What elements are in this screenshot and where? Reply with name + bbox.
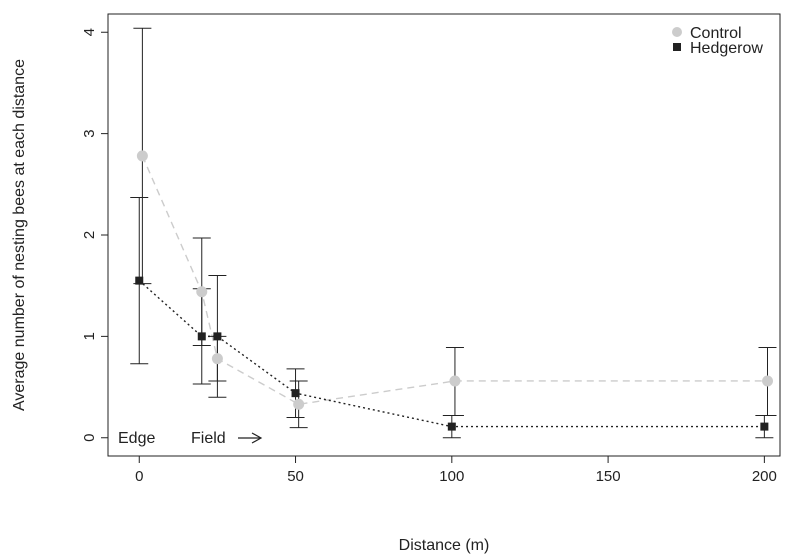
legend-label-control: Control bbox=[690, 25, 742, 42]
x-tick-label: 0 bbox=[135, 468, 143, 485]
y-axis-title: Average number of nesting bees at each d… bbox=[11, 59, 28, 411]
data-point-hedgerow bbox=[197, 332, 206, 341]
y-tick-label: 1 bbox=[81, 332, 98, 340]
series-layer bbox=[130, 27, 777, 439]
y-tick-label: 3 bbox=[81, 129, 98, 137]
x-tick-label: 50 bbox=[287, 468, 304, 485]
series-line-hedgerow bbox=[138, 280, 765, 428]
x-axis-title: Distance (m) bbox=[399, 537, 490, 554]
x-tick-label: 200 bbox=[752, 468, 777, 485]
legend-label-hedgerow: Hedgerow bbox=[690, 40, 763, 57]
data-point-hedgerow bbox=[447, 422, 456, 431]
legend-marker-control bbox=[672, 27, 682, 37]
data-point-hedgerow bbox=[760, 422, 769, 431]
data-point-control bbox=[196, 286, 208, 298]
data-point-control bbox=[293, 398, 305, 410]
annotation-field: Field bbox=[191, 430, 226, 447]
data-point-hedgerow bbox=[135, 276, 144, 285]
data-point-hedgerow bbox=[291, 389, 300, 398]
y-tick-label: 2 bbox=[81, 231, 98, 239]
data-point-control bbox=[211, 353, 223, 365]
legend-marker-hedgerow bbox=[673, 43, 681, 51]
x-tick-label: 100 bbox=[439, 468, 464, 485]
plot-frame bbox=[107, 13, 781, 457]
data-point-control bbox=[449, 375, 461, 387]
y-tick-label: 0 bbox=[81, 434, 98, 442]
field-arrow bbox=[238, 432, 263, 444]
x-tick-label: 150 bbox=[596, 468, 621, 485]
series-line-control bbox=[141, 155, 768, 406]
annotation-edge: Edge bbox=[118, 430, 155, 447]
legend: Control Hedgerow bbox=[672, 25, 763, 57]
y-axis: 0 1 2 3 4 bbox=[81, 28, 108, 442]
data-point-hedgerow bbox=[213, 332, 222, 341]
y-tick-label: 4 bbox=[81, 28, 98, 36]
data-point-control bbox=[136, 150, 148, 162]
data-point-control bbox=[761, 375, 773, 387]
x-axis: 0 50 100 150 200 bbox=[135, 456, 777, 485]
